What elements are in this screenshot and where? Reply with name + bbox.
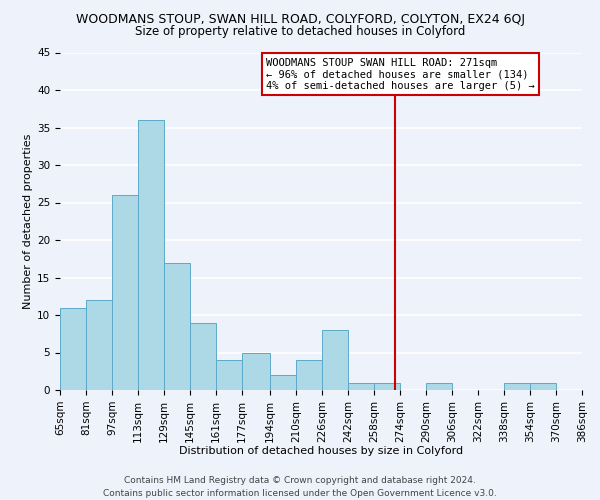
Text: Contains HM Land Registry data © Crown copyright and database right 2024.
Contai: Contains HM Land Registry data © Crown c…: [103, 476, 497, 498]
Bar: [270, 375, 296, 390]
Bar: [190, 322, 216, 390]
X-axis label: Distribution of detached houses by size in Colyford: Distribution of detached houses by size …: [179, 446, 463, 456]
Bar: [60, 308, 86, 390]
Bar: [322, 330, 348, 390]
Bar: [164, 262, 190, 390]
Y-axis label: Number of detached properties: Number of detached properties: [23, 134, 33, 309]
Bar: [504, 382, 530, 390]
Bar: [86, 300, 112, 390]
Bar: [530, 382, 556, 390]
Bar: [112, 195, 138, 390]
Text: WOODMANS STOUP, SWAN HILL ROAD, COLYFORD, COLYTON, EX24 6QJ: WOODMANS STOUP, SWAN HILL ROAD, COLYFORD…: [76, 12, 524, 26]
Text: Size of property relative to detached houses in Colyford: Size of property relative to detached ho…: [135, 25, 465, 38]
Bar: [216, 360, 242, 390]
Bar: [374, 382, 400, 390]
Text: WOODMANS STOUP SWAN HILL ROAD: 271sqm
← 96% of detached houses are smaller (134): WOODMANS STOUP SWAN HILL ROAD: 271sqm ← …: [266, 58, 535, 91]
Bar: [348, 382, 374, 390]
Bar: [242, 352, 270, 390]
Bar: [296, 360, 322, 390]
Bar: [426, 382, 452, 390]
Bar: [138, 120, 164, 390]
